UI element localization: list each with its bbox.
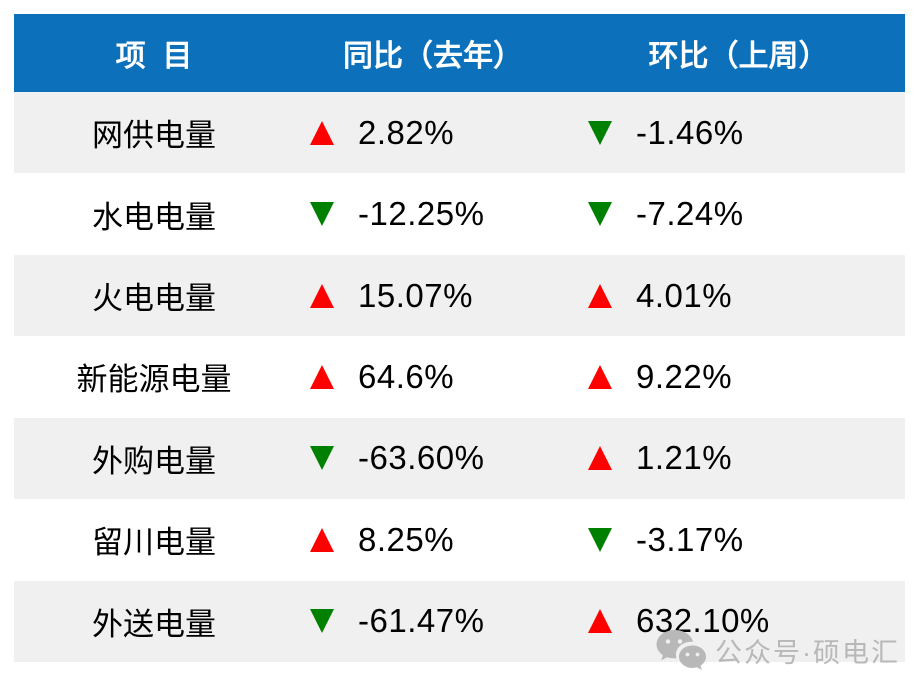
trend-arrow-icon bbox=[310, 527, 334, 552]
row-label: 外购电量 bbox=[92, 443, 216, 479]
header-wow: 环比（上周） bbox=[648, 40, 829, 73]
trend-arrow-icon bbox=[588, 202, 612, 227]
table-row: 水电电量 -12.25% -7.24% bbox=[14, 173, 905, 255]
table-row: 外购电量 -63.60% 1.21% bbox=[14, 417, 905, 500]
table-row: 外送电量 -61.47% 632.10% bbox=[14, 580, 905, 662]
wow-value: -7.24% bbox=[636, 195, 744, 233]
watermark: 公众号·硕电汇 bbox=[655, 628, 900, 672]
wow-cell: -7.24% bbox=[572, 195, 905, 233]
trend-arrow-icon bbox=[588, 609, 612, 634]
wow-cell: 1.21% bbox=[572, 439, 905, 477]
wow-value: 1.21% bbox=[636, 439, 733, 477]
yoy-value: -63.60% bbox=[358, 439, 485, 477]
wow-cell: 4.01% bbox=[572, 277, 905, 315]
yoy-cell: 8.25% bbox=[294, 521, 572, 559]
wow-value: 9.22% bbox=[636, 357, 733, 395]
yoy-cell: 64.6% bbox=[294, 358, 572, 396]
row-label: 火电电量 bbox=[92, 281, 216, 317]
wow-cell: -3.17% bbox=[572, 521, 905, 559]
table-row: 网供电量 2.82% -1.46% bbox=[14, 92, 905, 174]
wow-value: -1.46% bbox=[636, 113, 744, 151]
wow-value: 4.01% bbox=[636, 276, 733, 314]
comparison-table: 项 目 同比（去年） 环比（上周） 网供电量 2.82% -1.46% 水电电量… bbox=[14, 14, 905, 662]
trend-arrow-icon bbox=[588, 120, 612, 145]
table-row: 新能源电量 64.6% 9.22% bbox=[14, 336, 905, 418]
row-label: 网供电量 bbox=[92, 118, 216, 154]
trend-arrow-icon bbox=[310, 202, 334, 227]
trend-arrow-icon bbox=[588, 446, 612, 471]
trend-arrow-icon bbox=[310, 120, 334, 145]
yoy-cell: 2.82% bbox=[294, 114, 572, 152]
yoy-value: -12.25% bbox=[358, 195, 485, 233]
wow-cell: 9.22% bbox=[572, 358, 905, 396]
yoy-value: 2.82% bbox=[358, 113, 455, 151]
wow-cell: -1.46% bbox=[572, 114, 905, 152]
header-yoy: 同比（去年） bbox=[343, 40, 523, 73]
trend-arrow-icon bbox=[588, 283, 612, 308]
yoy-value: 64.6% bbox=[358, 357, 455, 395]
yoy-cell: 15.07% bbox=[294, 277, 572, 315]
row-label: 留川电量 bbox=[92, 525, 216, 561]
yoy-value: 8.25% bbox=[358, 520, 455, 558]
row-label: 新能源电量 bbox=[76, 362, 232, 398]
trend-arrow-icon bbox=[588, 364, 612, 389]
yoy-cell: -12.25% bbox=[294, 195, 572, 233]
table-header-row: 项 目 同比（去年） 环比（上周） bbox=[14, 14, 905, 92]
yoy-value: -61.47% bbox=[358, 602, 485, 640]
trend-arrow-icon bbox=[310, 446, 334, 471]
trend-arrow-icon bbox=[310, 609, 334, 634]
trend-arrow-icon bbox=[310, 364, 334, 389]
row-label: 水电电量 bbox=[92, 199, 216, 235]
trend-arrow-icon bbox=[588, 527, 612, 552]
yoy-value: 15.07% bbox=[358, 276, 473, 314]
table-row: 火电电量 15.07% 4.01% bbox=[14, 254, 905, 337]
yoy-cell: -61.47% bbox=[294, 602, 572, 640]
row-label: 外送电量 bbox=[92, 606, 216, 642]
wow-value: -3.17% bbox=[636, 520, 744, 558]
wechat-icon bbox=[656, 630, 706, 670]
header-item: 项 目 bbox=[115, 40, 193, 73]
wow-cell: 632.10% bbox=[572, 602, 905, 640]
yoy-cell: -63.60% bbox=[294, 439, 572, 477]
trend-arrow-icon bbox=[310, 283, 334, 308]
wow-value: 632.10% bbox=[636, 602, 770, 640]
watermark-text: 公众号·硕电汇 bbox=[715, 637, 900, 668]
table-row: 留川电量 8.25% -3.17% bbox=[14, 499, 905, 581]
